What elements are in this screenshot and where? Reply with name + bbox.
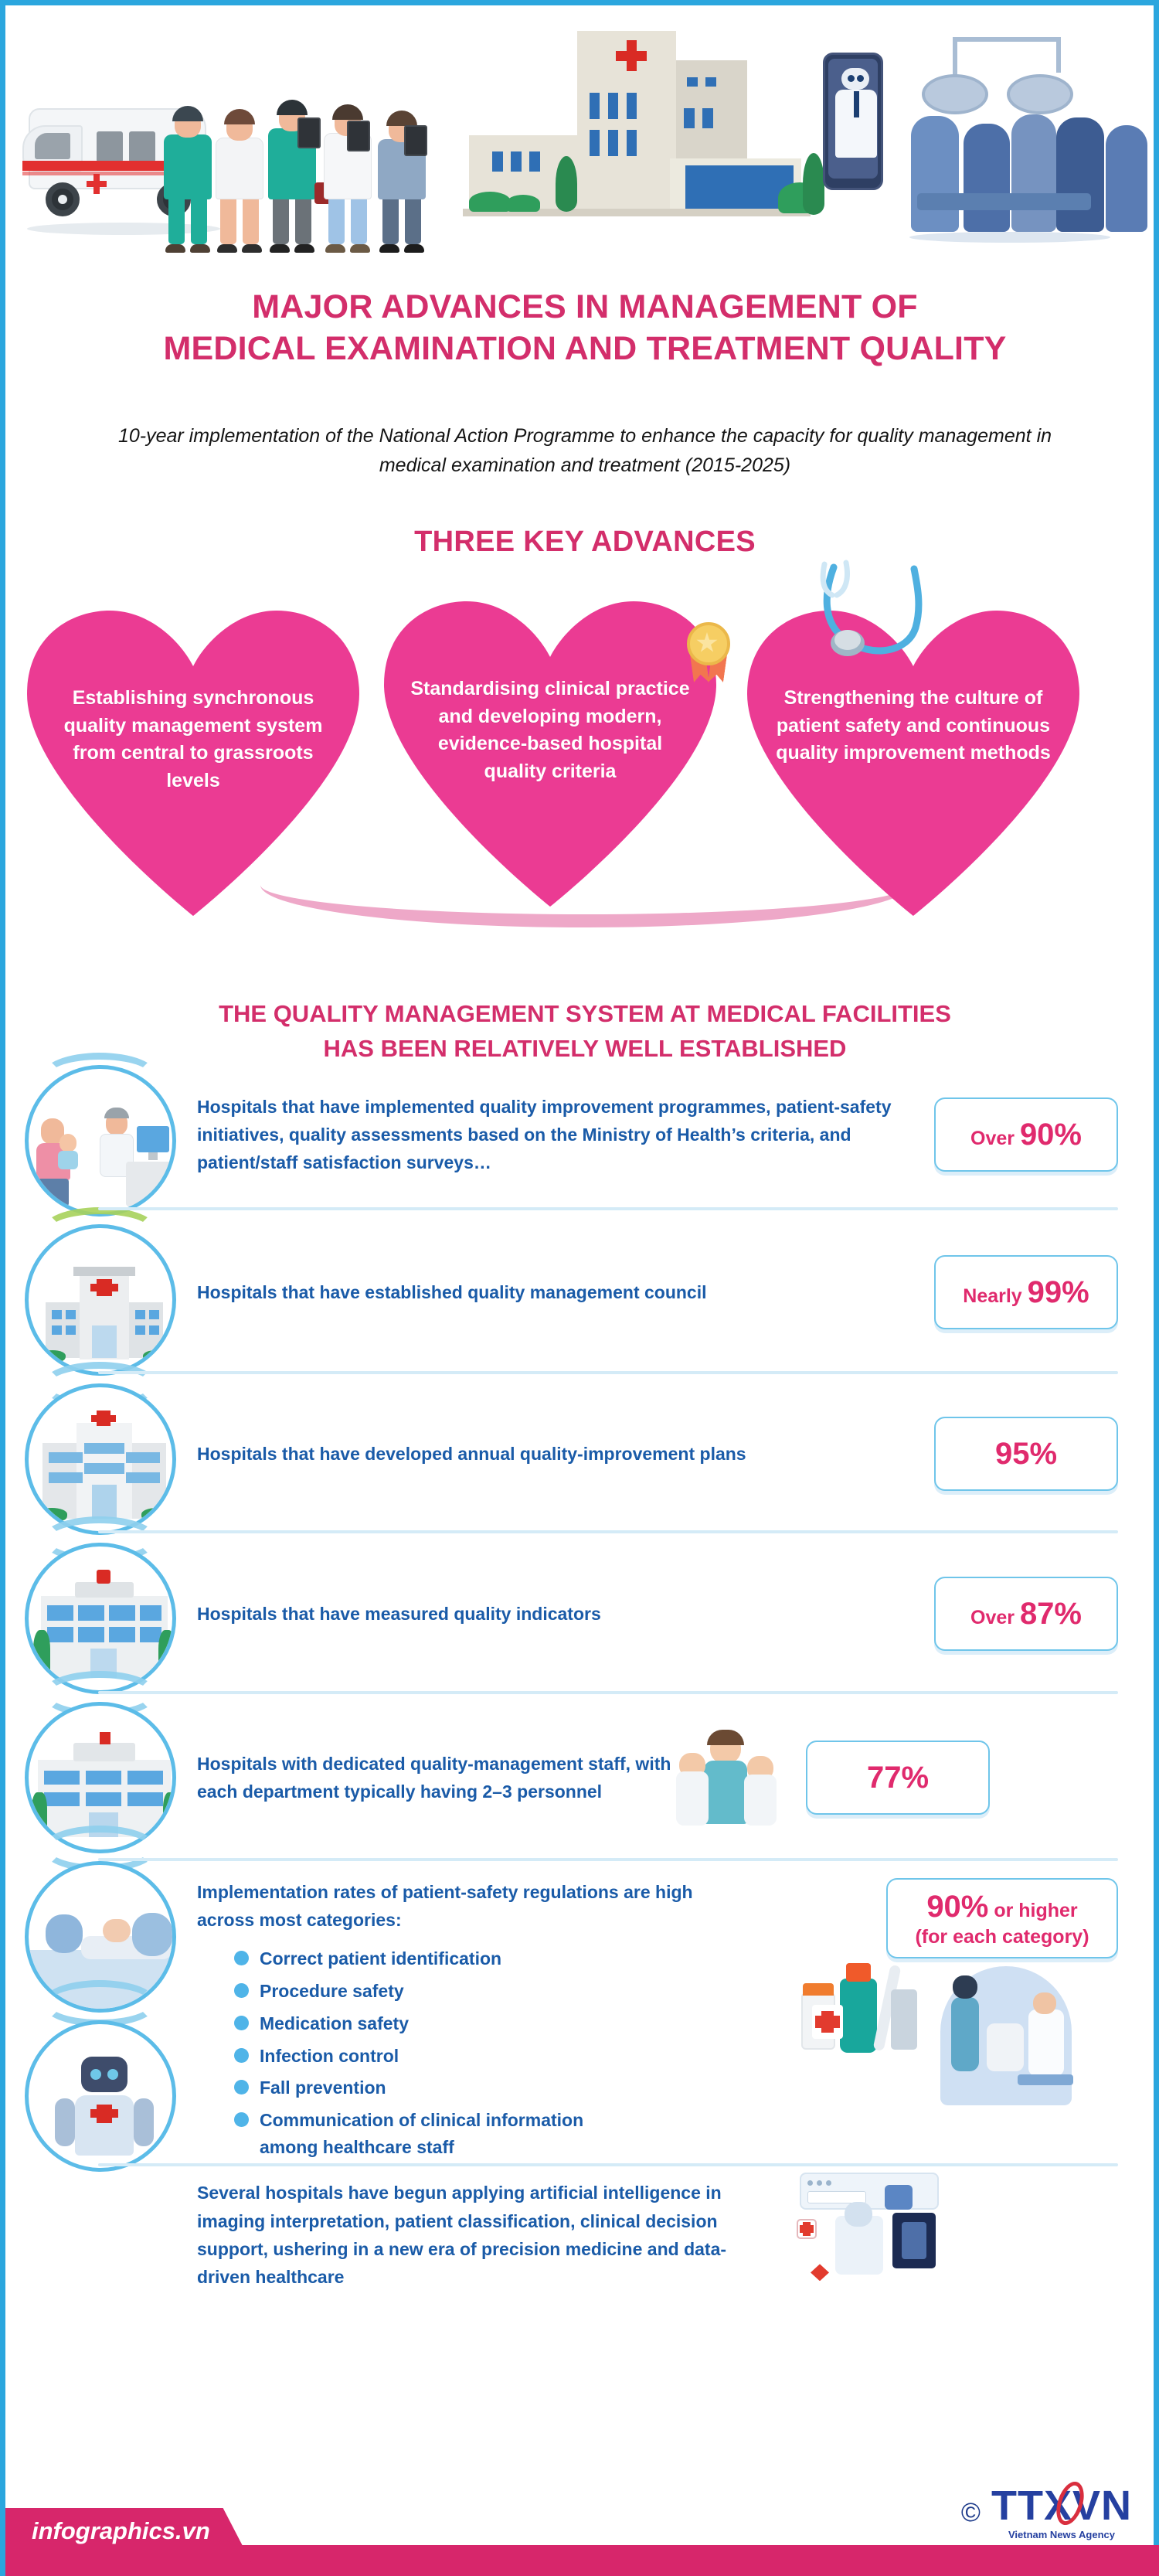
page-title: MAJOR ADVANCES IN MANAGEMENT OF MEDICAL … [52,286,1118,369]
row-label: Hospitals that have measured quality ind… [197,1603,601,1624]
patient-safety-label: Implementation rates of patient-safety r… [197,1882,693,1931]
stat-value: 77% [866,1761,930,1795]
bullet-dot-icon [234,2112,249,2128]
agency-logo: © TTXVN Vietnam News Agency [960,2478,1132,2540]
bullet-dot-icon [234,1950,249,1965]
red-cross-icon [616,40,647,71]
footer: infographics.vn © TTXVN Vietnam News Age… [5,2478,1159,2576]
list-item: Medication safety [234,2010,886,2037]
row-divider [98,1371,1118,1374]
row-divider [98,1691,1118,1694]
advances-heading: THREE KEY ADVANCES [414,526,756,558]
bullet-dot-icon [234,2047,249,2063]
stat-value: 90% [1019,1118,1082,1152]
row-divider [98,1207,1118,1210]
section-heading: THE QUALITY MANAGEMENT SYSTEM AT MEDICAL… [83,997,1087,1067]
stat-value: 95% [994,1437,1058,1471]
list-item: Infection control [234,2043,886,2070]
row-icon-column [25,1053,187,2180]
list-item: Communication of clinical information am… [234,2107,886,2161]
stat-prefix: Over [970,1128,1020,1149]
table-row: Hospitals with dedicated quality-managem… [5,1694,1159,1861]
advances-hearts: Establishing synchronous quality managem… [5,560,1159,943]
row-divider [98,1530,1118,1533]
page-subtitle: 10-year implementation of the National A… [117,425,1052,476]
advance-heart-2: Standardising clinical practice and deve… [384,601,716,907]
site-label: infographics.vn [32,2517,210,2544]
table-row: Hospitals that have implemented quality … [5,1059,1159,1210]
stat-value-box: 77% [806,1741,990,1815]
stat-value: 99% [1027,1275,1089,1309]
logo-text: TTXVN [991,2482,1132,2529]
ai-row: Several hospitals have begun applying ar… [5,2166,1159,2329]
table-row: Hospitals that have measured quality ind… [5,1533,1159,1694]
header-illustration [5,0,1159,274]
stat-suffix: or higher [988,1900,1078,1921]
list-item: Correct patient identification [234,1945,886,1972]
stethoscope-icon [820,560,923,656]
table-row: Hospitals that have established quality … [5,1210,1159,1374]
hospital-facade-icon [25,1543,176,1694]
award-medal-icon [685,622,732,682]
row-divider [98,2163,1118,2167]
stat-note: (for each category) [915,1926,1089,1948]
row-label: Hospitals with dedicated quality-managem… [197,1753,671,1802]
list-item: Procedure safety [234,1978,886,2005]
stat-value-box: 95% [934,1417,1118,1491]
patient-safety-bullet-list: Correct patient identification Procedure… [197,1945,886,2162]
medicine-consultation-illustration [801,1958,1118,2136]
hospital-tower-icon [25,1383,176,1535]
row-label: Hospitals that have developed annual qua… [197,1443,746,1464]
stat-value-box: Over 87% [934,1577,1118,1651]
advance-heart-2-label: Standardising clinical practice and deve… [410,678,690,782]
site-tag: infographics.vn [5,2508,253,2565]
logo-subtitle: Vietnam News Agency [1008,2529,1115,2540]
stat-rows: Hospitals that have implemented quality … [5,1059,1159,2329]
list-item: Fall prevention [234,2074,886,2101]
section-heading-line-2: HAS BEEN RELATIVELY WELL ESTABLISHED [323,1034,847,1062]
advance-heart-1: Establishing synchronous quality managem… [27,611,359,916]
stat-value-box: 90% or higher (for each category) [886,1878,1118,1958]
advance-heart-1-label: Establishing synchronous quality managem… [63,687,323,791]
row-label: Hospitals that have implemented quality … [197,1096,892,1173]
patient-safety-row: Implementation rates of patient-safety r… [5,1861,1159,2167]
ai-robot-icon [25,2020,176,2172]
bullet-dot-icon [234,2080,249,2095]
doctor-consultation-icon [25,1065,176,1217]
stat-prefix: Over [970,1607,1020,1628]
bullet-dot-icon [234,1982,249,1998]
stat-prefix: Nearly [963,1285,1028,1307]
stat-value-box: Over 90% [934,1097,1118,1172]
ai-row-label: Several hospitals have begun applying ar… [197,2183,727,2288]
row-label: Hospitals that have established quality … [197,1281,707,1302]
hospital-wide-icon [25,1702,176,1853]
section-heading-line-1: THE QUALITY MANAGEMENT SYSTEM AT MEDICAL… [219,1000,951,1027]
copyright-icon: © [960,2497,981,2527]
table-row: Hospitals that have developed annual qua… [5,1374,1159,1533]
row-divider [98,1858,1118,1861]
title-line-1: MAJOR ADVANCES IN MANAGEMENT OF [252,288,918,325]
stat-value: 87% [1019,1597,1082,1631]
stat-value: 90% [926,1890,989,1924]
bullet-dot-icon [234,2015,249,2030]
advance-heart-3-label: Strengthening the culture of patient saf… [776,687,1051,764]
stat-value-box: Nearly 99% [934,1255,1118,1329]
title-line-2: MEDICAL EXAMINATION AND TREATMENT QUALIT… [163,330,1007,368]
advance-heart-3: Strengthening the culture of patient saf… [747,611,1079,916]
hospital-building-icon [25,1224,176,1376]
